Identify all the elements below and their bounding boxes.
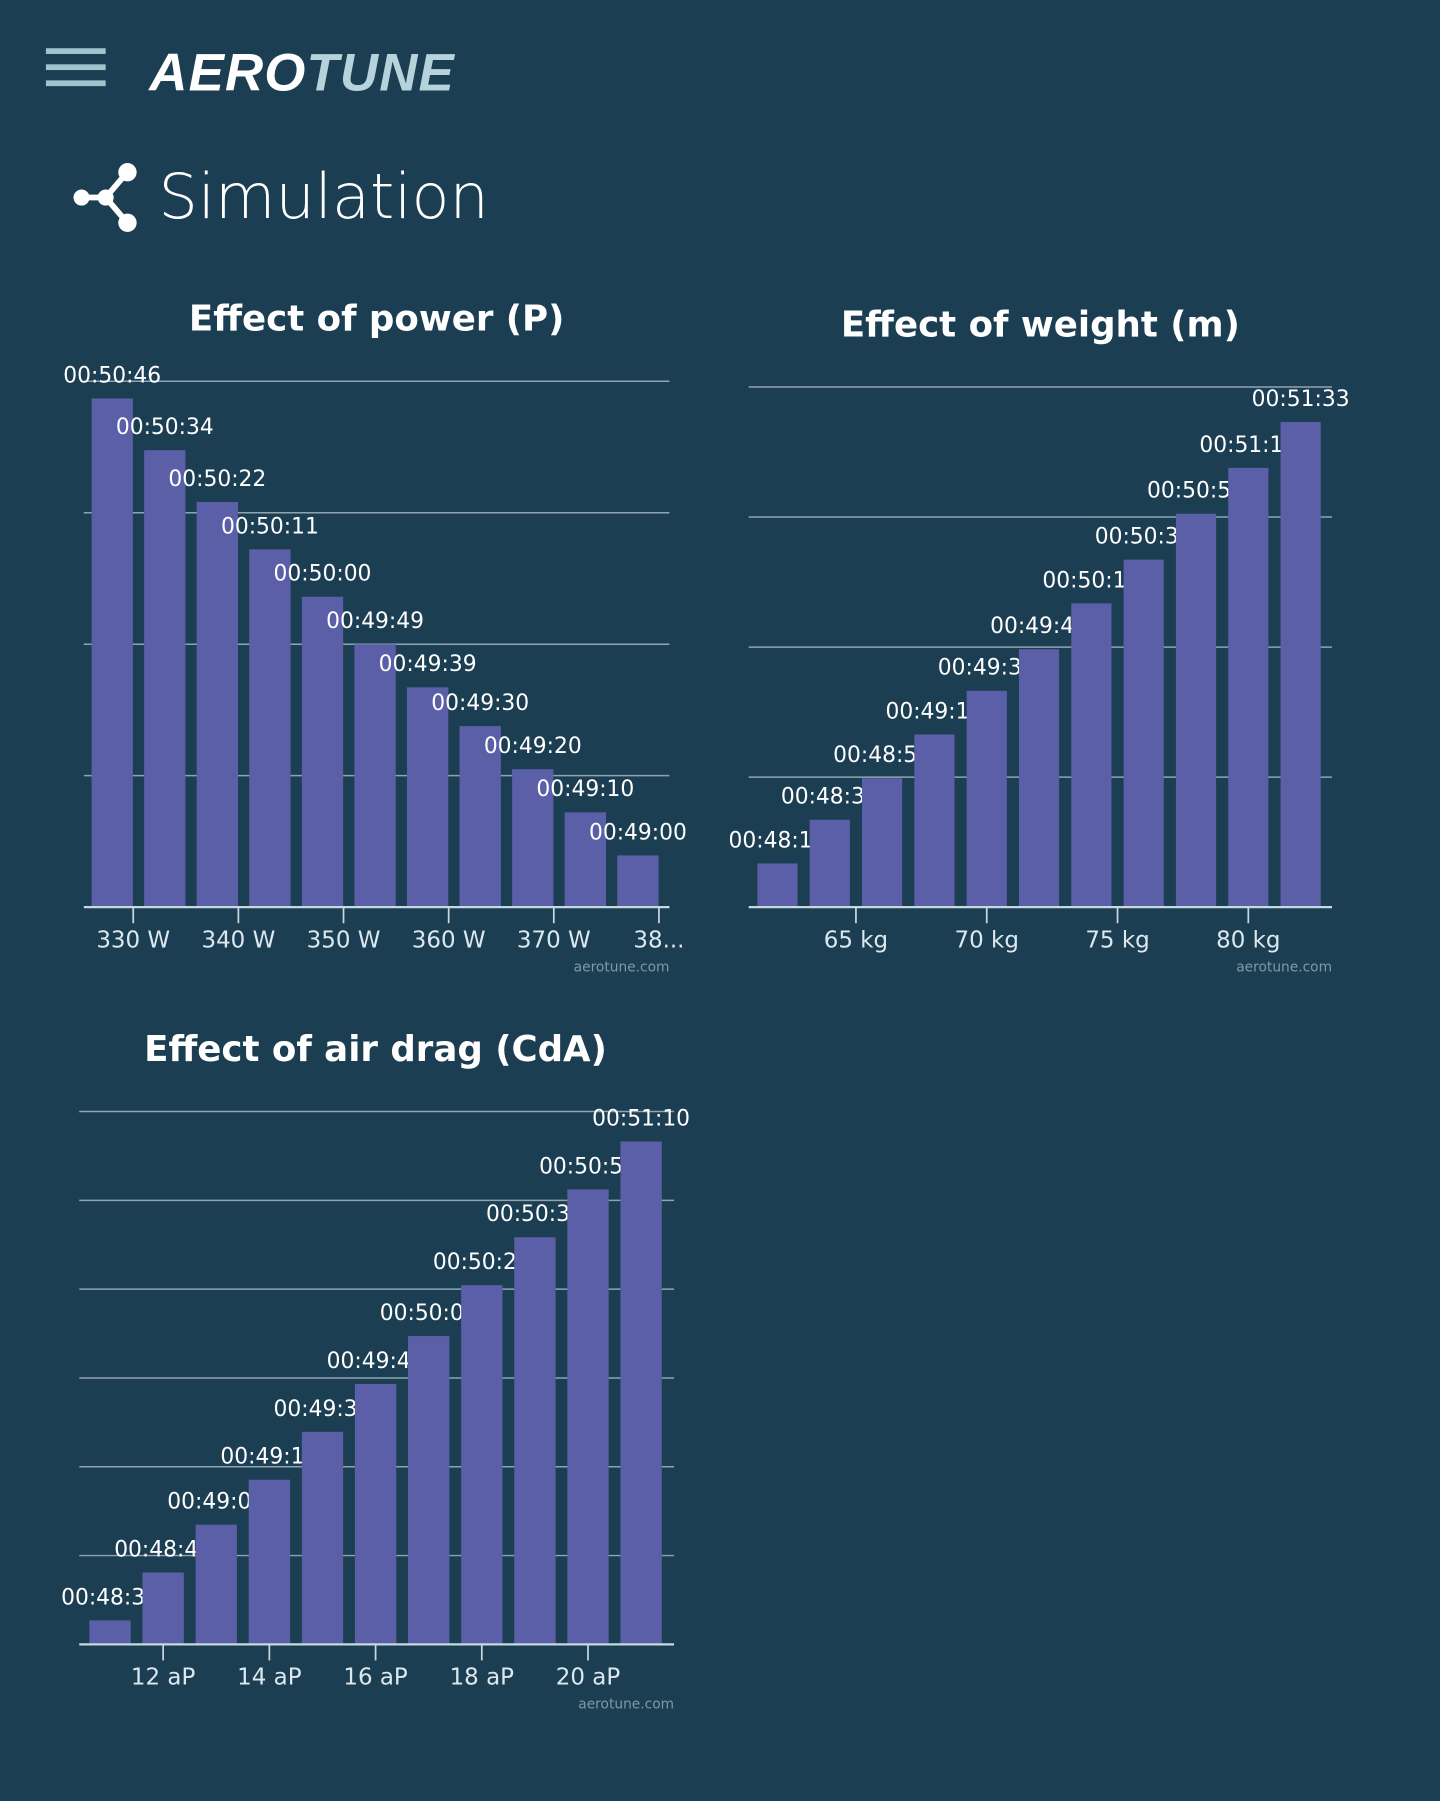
bar (1280, 421, 1321, 908)
bar (620, 1141, 662, 1645)
x-tick-label: 340 W (201, 927, 275, 953)
bar-value-label: 00:49:39 (379, 652, 477, 677)
chart-1: Effect of power (P) 00:50:46 00:50:34 00:50… (63, 299, 687, 976)
bar (966, 690, 1007, 908)
x-tick-label: 370 W (517, 927, 591, 953)
bar (757, 863, 798, 908)
bar-value-label: 00:49:20 (484, 734, 582, 759)
bar-value-label: 00:49:49 (326, 609, 424, 634)
x-tick-label: 70 kg (955, 927, 1019, 953)
x-tick-label: 18 aP (450, 1665, 515, 1691)
bar (617, 855, 659, 908)
page-title: Simulation (158, 160, 489, 234)
bar (408, 1336, 450, 1645)
bar (196, 501, 239, 908)
x-tick-label: 38... (633, 927, 684, 953)
bar-value-label: 00:49:00 (589, 820, 687, 845)
bar (567, 1189, 609, 1645)
bar-value-label: 00:49:30 (431, 691, 529, 716)
bar-value-label: 00:50:00 (274, 562, 372, 587)
bar (354, 1383, 397, 1645)
bar (142, 1572, 184, 1645)
bar (248, 1479, 291, 1645)
bar (564, 812, 607, 908)
bar-value-label: 00:50:34 (116, 415, 214, 440)
bar (354, 644, 396, 908)
chart-title: Effect of power (P) (189, 299, 564, 340)
logo-aero: AERO (149, 42, 307, 103)
bar-value-label: 00:51:33 (1252, 387, 1350, 412)
bar (1071, 603, 1112, 908)
watermark: aerotune.com (578, 1697, 674, 1713)
x-tick-label: 14 aP (237, 1665, 302, 1691)
bar (144, 450, 186, 908)
x-tick-label: 360 W (412, 927, 486, 953)
bar-value-label: 00:50:46 (63, 363, 161, 388)
x-tick-label: 12 aP (131, 1665, 196, 1691)
bar (1018, 649, 1060, 908)
bar (195, 1524, 237, 1645)
x-tick-label: 330 W (96, 927, 170, 953)
bar (1175, 513, 1217, 908)
bar (406, 687, 449, 908)
watermark: aerotune.com (1236, 959, 1332, 975)
x-tick-label: 75 kg (1085, 927, 1149, 953)
x-tick-label: 80 kg (1216, 927, 1280, 953)
chart-title: Effect of weight (m) (841, 304, 1240, 345)
bar (459, 726, 501, 908)
bar-value-label: 00:50:22 (168, 467, 266, 492)
bar (89, 1620, 131, 1645)
page-header: Simulation (71, 161, 489, 233)
watermark: aerotune.com (574, 959, 670, 975)
hamburger-menu-icon[interactable] (45, 48, 106, 89)
bar (301, 596, 344, 908)
bar-value-label: 00:50:11 (221, 514, 319, 539)
bar (862, 778, 903, 908)
bar (1228, 467, 1269, 908)
bar-value-label: 00:51:10 (592, 1106, 690, 1131)
bar (514, 1237, 556, 1645)
bar (249, 549, 291, 908)
bar (1123, 559, 1164, 908)
x-tick-label: 16 aP (343, 1665, 408, 1691)
x-tick-label: 20 aP (556, 1665, 621, 1691)
chart-title: Effect of air drag (CdA) (144, 1029, 607, 1070)
bar (301, 1431, 344, 1645)
x-tick-label: 65 kg (824, 927, 888, 953)
bar-value-label: 00:49:10 (536, 777, 634, 802)
chart-2: Effect of weight (m)00:48:1100:48:3100:4… (729, 304, 1350, 975)
logo-tune: TUNE (306, 42, 455, 103)
chart-3: Effect of air drag (CdA)00:48:3000:48:46… (61, 1029, 690, 1713)
share-nodes-icon (73, 162, 137, 232)
x-tick-label: 350 W (307, 927, 381, 953)
bar (809, 819, 850, 908)
aerotune-logo[interactable]: AEROTUNE (149, 41, 455, 103)
bar (91, 398, 133, 908)
bar (914, 734, 955, 908)
bar (461, 1285, 503, 1645)
bar (512, 769, 554, 908)
